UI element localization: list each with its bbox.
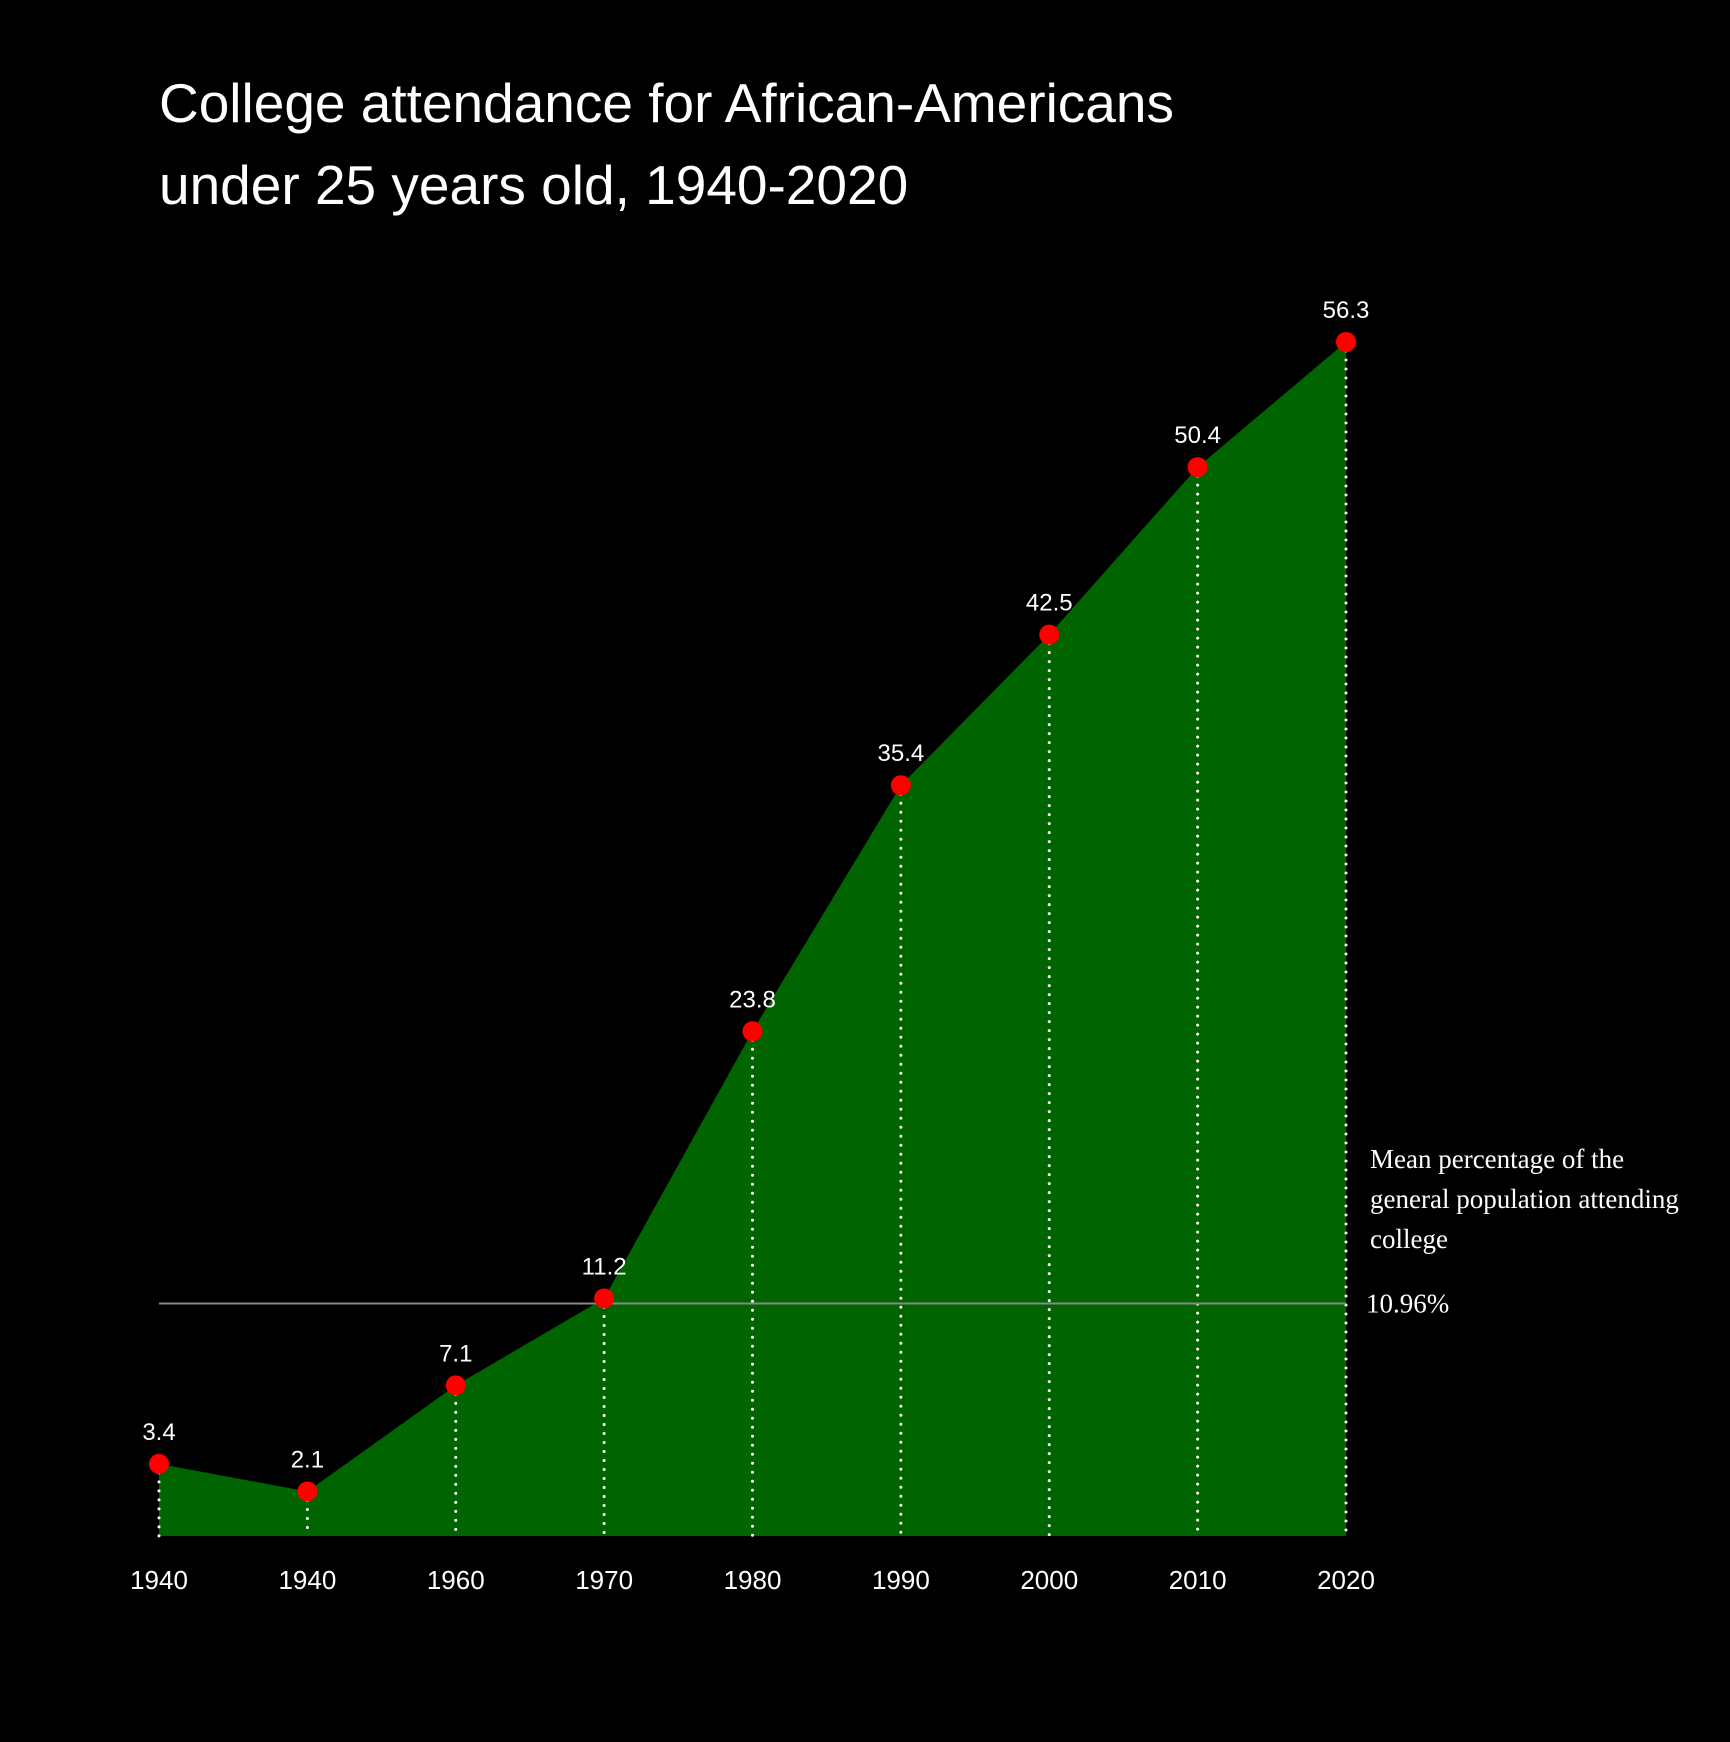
x-tick-label-6: 2000 xyxy=(1020,1565,1078,1595)
data-point-7 xyxy=(1187,457,1208,478)
data-label-2: 7.1 xyxy=(439,1340,472,1367)
x-tick-label-8: 2020 xyxy=(1317,1565,1375,1595)
data-point-8 xyxy=(1336,332,1356,352)
x-tick-label-2: 1960 xyxy=(427,1565,485,1595)
data-label-4: 23.8 xyxy=(729,986,776,1013)
data-labels-group: 3.4 2.1 7.1 11.2 23.8 35.4 42.5 50.4 56.3 xyxy=(142,297,1369,1473)
x-tick-label-0: 1940 xyxy=(130,1565,188,1595)
chart-title-line-1: College attendance for African-Americans xyxy=(159,72,1174,134)
data-point-2 xyxy=(445,1375,466,1396)
data-label-3: 11.2 xyxy=(582,1253,627,1280)
data-label-6: 42.5 xyxy=(1026,590,1073,617)
data-label-8: 56.3 xyxy=(1323,297,1370,324)
x-tick-label-3: 1970 xyxy=(575,1565,633,1595)
x-tick-label-5: 1990 xyxy=(872,1565,930,1595)
data-point-1 xyxy=(297,1481,318,1502)
data-point-0 xyxy=(149,1453,169,1474)
drop-lines-group xyxy=(157,340,1348,1538)
data-point-4 xyxy=(742,1021,763,1042)
x-tick-label-1: 1940 xyxy=(278,1565,336,1595)
reference-annotation-line-3: college xyxy=(1370,1224,1448,1254)
reference-annotation-line-1: Mean percentage of the xyxy=(1370,1144,1624,1174)
data-label-5: 35.4 xyxy=(878,740,925,767)
x-tick-label-7: 2010 xyxy=(1169,1565,1227,1595)
chart-title-line-2: under 25 years old, 1940-2020 xyxy=(159,154,908,216)
reference-annotation-line-2: general population attending xyxy=(1370,1184,1679,1214)
x-tick-label-4: 1980 xyxy=(724,1565,782,1595)
markers-group xyxy=(149,332,1356,1502)
data-point-5 xyxy=(890,775,911,796)
data-point-3 xyxy=(594,1288,615,1309)
x-axis-ticks: 1940 1940 1960 1970 1980 1990 2000 2010 2020 xyxy=(130,1565,1375,1595)
data-label-0: 3.4 xyxy=(142,1419,175,1446)
data-label-1: 2.1 xyxy=(291,1446,324,1473)
reference-line-label: 10.96% xyxy=(1366,1289,1449,1319)
data-point-6 xyxy=(1039,624,1060,645)
data-label-7: 50.4 xyxy=(1174,422,1221,449)
